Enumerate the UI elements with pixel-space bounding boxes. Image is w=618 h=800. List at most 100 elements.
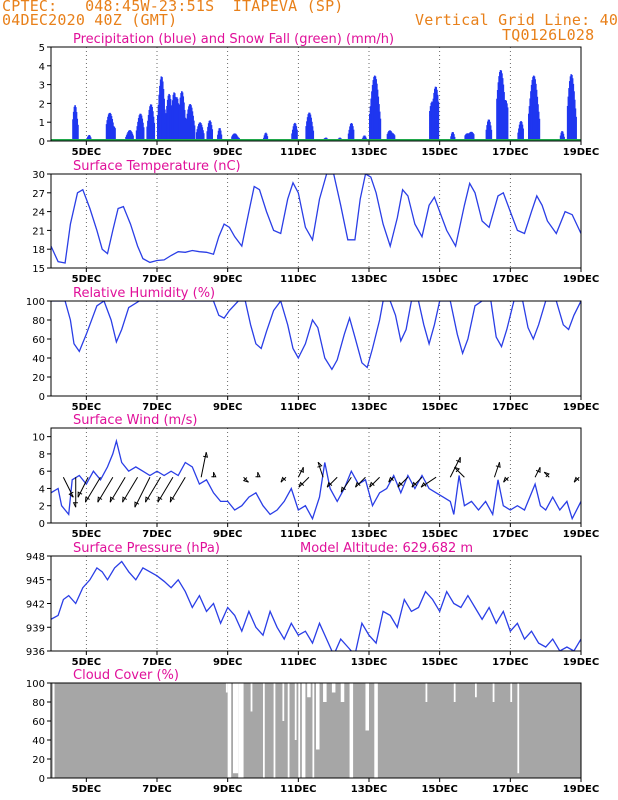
x-tick-label: 5DEC	[72, 657, 101, 668]
wind-arrow	[298, 476, 310, 488]
y-tick-label: 0	[39, 519, 45, 530]
cloud-gap	[298, 683, 301, 778]
y-tick-label: 8	[39, 450, 45, 461]
wind-arrow	[369, 476, 380, 488]
wind-arrow	[355, 476, 366, 488]
x-tick-label: 19DEC	[563, 529, 599, 540]
precip-bar	[296, 129, 298, 141]
wind-arrow	[340, 476, 352, 493]
precip-bar	[522, 128, 524, 141]
cloud-gap	[365, 683, 369, 731]
y-tick-label: 60	[32, 717, 45, 728]
precip-bar	[132, 135, 134, 141]
precip-bar	[211, 129, 214, 141]
plot-area	[51, 683, 581, 778]
y-tick-label: 40	[32, 354, 45, 365]
wind-arrow-head	[68, 491, 74, 498]
x-tick-label: 5DEC	[72, 529, 101, 540]
cloud-gap	[227, 683, 232, 778]
precip-bar	[393, 135, 396, 141]
wind-arrow	[388, 476, 395, 483]
wind-arrow-head	[369, 481, 375, 488]
cloud-gap	[238, 683, 244, 778]
x-tick-label: 19DEC	[563, 274, 599, 285]
y-tick-label: 945	[26, 576, 45, 587]
x-tick-label: 13DEC	[351, 402, 387, 413]
precip-bar	[575, 116, 577, 141]
x-tick-label: 9DEC	[213, 147, 242, 158]
precip-bar	[563, 136, 565, 141]
x-tick-label: 15DEC	[421, 529, 457, 540]
wind-arrow-head	[242, 477, 249, 483]
x-tick-label: 13DEC	[351, 784, 387, 795]
panel-title: Cloud Cover (%)	[73, 668, 179, 683]
x-tick-label: 13DEC	[351, 274, 387, 285]
wind-arrow-head	[280, 476, 287, 483]
precip-bar	[266, 136, 269, 141]
wind-arrow-head	[72, 502, 78, 508]
cloud-gap	[225, 683, 228, 693]
panel-5	[47, 682, 582, 782]
y-tick-label: 100	[26, 679, 45, 690]
panel-frame	[50, 682, 582, 779]
wind-arrow-head	[544, 471, 550, 478]
wind-arrow-head	[255, 471, 261, 478]
y-tick-label: 60	[32, 335, 45, 346]
precip-bar	[538, 118, 541, 141]
precip-bar	[312, 130, 315, 141]
x-tick-label: 17DEC	[492, 784, 528, 795]
precip-bar	[453, 136, 456, 141]
panel-frame	[50, 300, 582, 397]
x-tick-label: 15DEC	[421, 657, 457, 668]
cloud-gap	[312, 683, 315, 778]
x-tick-label: 7DEC	[142, 274, 171, 285]
panel-annotation: Model Altitude: 629.682 m	[300, 541, 473, 556]
panel-frame	[50, 173, 582, 269]
series-line	[51, 560, 581, 651]
precip-bar	[114, 128, 116, 141]
x-tick-label: 13DEC	[351, 529, 387, 540]
y-tick-label: 30	[32, 170, 45, 181]
wind-arrow	[411, 476, 423, 488]
cloud-gap	[301, 683, 306, 778]
panel-title: Precipitation (blue) and Snow Fall (gree…	[73, 32, 394, 47]
wind-arrow-head	[456, 457, 461, 463]
x-tick-label: 17DEC	[492, 402, 528, 413]
series-line	[51, 174, 581, 264]
precip-bar	[142, 127, 145, 141]
y-tick-label: 0	[39, 774, 45, 785]
y-tick-label: 936	[26, 647, 45, 658]
header-date: 04DEC2020 40Z (GMT)	[2, 11, 178, 29]
cloud-gap	[492, 683, 495, 702]
series-line	[51, 301, 581, 371]
y-tick-label: 6	[39, 467, 45, 478]
x-tick-label: 11DEC	[280, 274, 316, 285]
panel-frame	[50, 46, 582, 142]
x-tick-label: 11DEC	[280, 529, 316, 540]
x-tick-label: 5DEC	[72, 402, 101, 413]
wind-arrow-head	[317, 461, 323, 468]
wind-arrow	[420, 476, 437, 488]
wind-arrow	[493, 462, 500, 478]
y-tick-label: 18	[32, 245, 45, 256]
x-tick-label: 9DEC	[213, 274, 242, 285]
cloud-gap	[52, 683, 55, 778]
y-tick-label: 942	[26, 600, 45, 611]
wind-arrow-head	[420, 481, 427, 488]
cloud-gap	[517, 683, 520, 774]
wind-arrow-head	[77, 491, 83, 498]
wind-arrow	[62, 477, 74, 498]
cloud-gap	[349, 683, 354, 778]
cloud-gap	[287, 683, 290, 778]
header-grid-line: Vertical Grid Line: 40Z	[415, 11, 618, 29]
x-tick-label: 11DEC	[280, 657, 316, 668]
x-tick-label: 15DEC	[421, 402, 457, 413]
plot-area	[51, 301, 581, 396]
panel-4	[47, 555, 582, 655]
y-tick-label: 4	[39, 62, 45, 73]
y-tick-label: 100	[26, 297, 45, 308]
y-tick-label: 939	[26, 623, 45, 634]
y-tick-label: 80	[32, 698, 45, 709]
panel-frame	[50, 555, 582, 652]
y-tick-label: 10	[32, 433, 45, 444]
